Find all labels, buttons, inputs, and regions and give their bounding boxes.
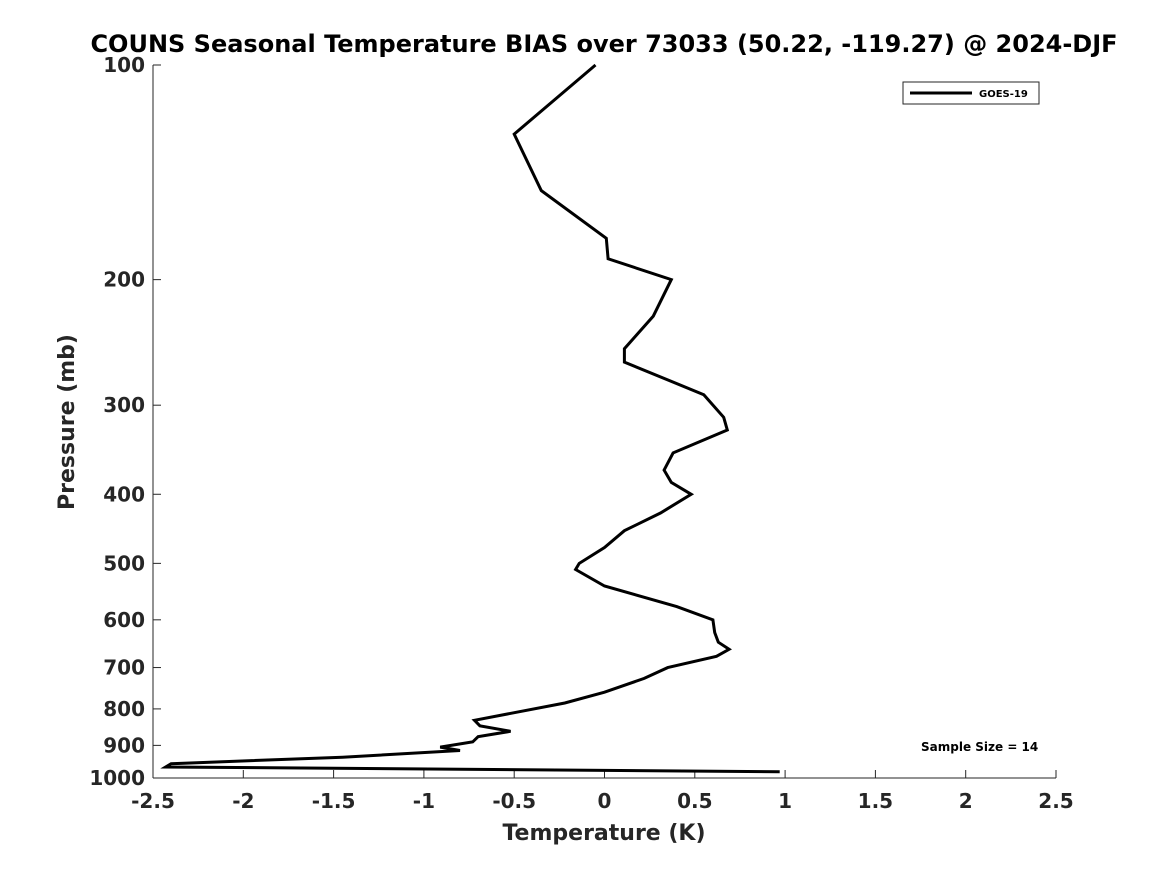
x-tick-label: 1.5 <box>858 789 893 813</box>
x-tick-label: 1 <box>778 789 792 813</box>
x-axis-label: Temperature (K) <box>502 821 705 846</box>
x-tick-label: 0 <box>598 789 612 813</box>
y-ticks: 100 200 300 400 500 600 700 800 900 1000 <box>89 53 161 790</box>
x-tick-label: -0.5 <box>492 789 536 813</box>
y-tick-label: 400 <box>103 482 145 506</box>
y-tick-label: 500 <box>103 551 145 575</box>
x-tick-label: -2 <box>232 789 254 813</box>
sample-size-annotation: Sample Size = 14 <box>921 740 1038 754</box>
y-tick-label: 100 <box>103 53 145 77</box>
x-tick-label: -2.5 <box>131 789 175 813</box>
y-axis-label: Pressure (mb) <box>55 334 80 510</box>
series-layer <box>160 63 780 774</box>
x-ticks: -2.5 -2 -1.5 -1 -0.5 0 0.5 1 1.5 2 2.5 <box>131 770 1074 813</box>
y-tick-label: 900 <box>103 733 145 757</box>
x-tick-label: 2.5 <box>1038 789 1073 813</box>
x-tick-label: 0.5 <box>677 789 712 813</box>
y-tick-label: 800 <box>103 697 145 721</box>
series-line-goes-19 <box>160 63 780 774</box>
legend-label-goes-19: GOES-19 <box>979 89 1028 100</box>
x-tick-label: -1 <box>413 789 435 813</box>
y-tick-label: 700 <box>103 656 145 680</box>
legend: GOES-19 <box>902 81 1040 105</box>
y-tick-label: 200 <box>103 268 145 292</box>
y-tick-label: 600 <box>103 608 145 632</box>
y-tick-label: 300 <box>103 393 145 417</box>
x-tick-label: 2 <box>959 789 973 813</box>
chart-title: COUNS Seasonal Temperature BIAS over 730… <box>90 30 1117 58</box>
y-tick-label: 1000 <box>89 766 145 790</box>
x-tick-label: -1.5 <box>312 789 356 813</box>
